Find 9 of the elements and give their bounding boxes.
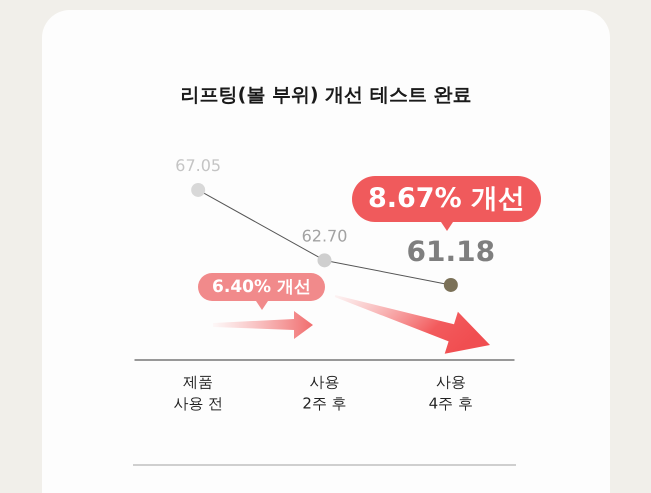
data-label: 67.05 [175, 156, 222, 176]
chart-title: 리프팅(볼 부위) 개선 테스트 완료 [180, 83, 472, 107]
x-tick-label: 사용 2주 후 [302, 372, 347, 413]
data-label: 62.70 [302, 226, 348, 246]
x-tick-label: 사용 4주 후 [428, 372, 473, 413]
x-tick-label: 제품 사용 전 [173, 372, 224, 413]
annotation: 8.67% 개선 [368, 183, 526, 214]
data-label: 61.18 [406, 235, 496, 268]
annotation: 6.40% 개선 [212, 277, 311, 297]
